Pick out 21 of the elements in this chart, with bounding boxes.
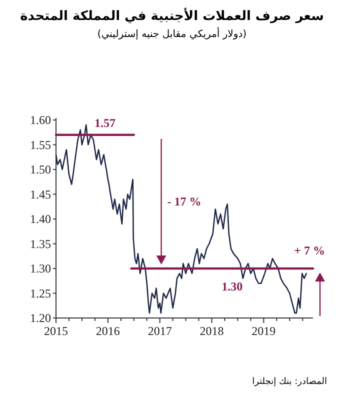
text: المصادر: بنك إنجلترا [252,377,327,387]
x-tick-label: 2018 [200,324,224,338]
annotation: + 7 % [294,244,325,258]
annotation: 1.57 [94,116,116,130]
annotation: 1.30 [222,280,243,294]
x-tick-label: 2016 [96,324,120,338]
y-tick-label: 1.40 [30,212,51,226]
y-tick-label: 1.45 [30,187,51,202]
annotation: - 17 % [167,194,202,209]
chart-title: سعر صرف العملات الأجنبية في المملكة المتحدة [20,7,324,24]
y-tick-label: 1.60 [30,113,51,127]
y-tick-label: 1.35 [30,236,51,251]
y-tick-label: 1.50 [30,162,51,176]
y-tick-label: 1.25 [30,286,51,300]
y-tick-label: 1.30 [30,262,51,276]
y-tick-label: 1.55 [30,138,51,152]
x-tick-label: 2015 [44,324,68,338]
y-tick-label: 1.20 [30,311,51,325]
chart-subtitle: (دولار أمريكي مقابل جنيه إسترليني) [97,27,247,40]
x-tick-label: 2017 [148,324,172,338]
x-tick-label: 2019 [252,324,276,338]
